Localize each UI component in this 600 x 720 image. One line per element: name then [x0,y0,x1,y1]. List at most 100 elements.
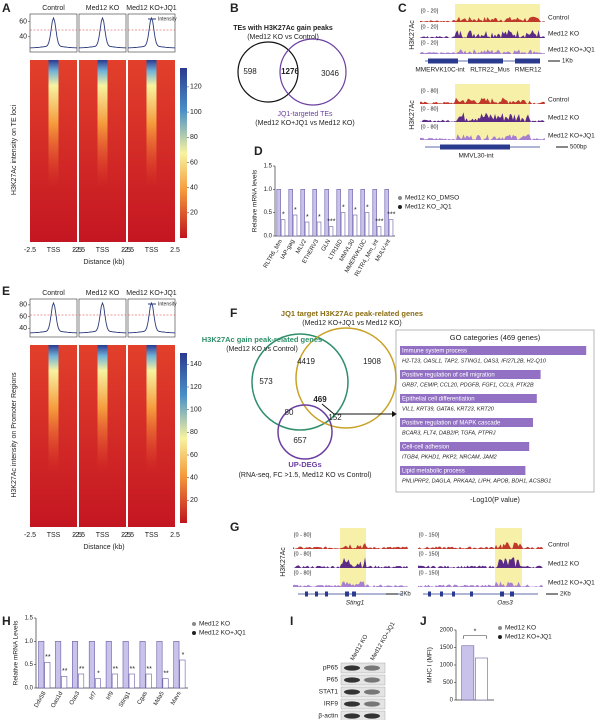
gene-block [352,591,356,597]
y-axis-label: Relative mRNA Levels [13,620,20,685]
colorbar-label: 120 [190,384,202,391]
profile-curve [29,16,78,49]
panel-label: J [420,614,427,628]
venn-subtitle: (Med12 KO vs Control) [247,34,319,41]
go-category: Positive regulation of MAPK cascade [402,421,501,427]
legend-text: Med12 KO [505,625,536,632]
bar [145,673,152,689]
go-genes: BCAR3, FLT4, DAB2IP, TGFA, PTPRJ [402,430,496,436]
bar [44,662,51,689]
panel-label: C [398,1,407,15]
y-tick-label: 1.5 [264,164,273,170]
column-header: Med12 KO+JQ1 [126,5,176,12]
gene-label: RMER12 [515,67,542,74]
signal-track [420,29,545,38]
go-box [395,329,595,493]
go-bar [400,418,533,427]
y-axis-label: H3K27Ac intensity on Promoter Regions [11,372,18,498]
blot-band [364,665,380,671]
y-tick-label: 0.5 [25,662,34,668]
legend-text: Med12 KO_JQ1 [405,204,452,211]
blot-band [364,701,380,707]
track-range: [0 - 80] [421,88,439,94]
x-axis-label: Distance (kb) [83,544,124,551]
significance: ** [113,666,119,673]
bar [162,678,169,689]
x-tick-label: -2.5 [24,247,36,254]
venn-title: H3K27Ac gain peak-related genes [202,335,322,344]
y-tick-label: 2000 [440,628,454,634]
bar [372,189,377,237]
heatmap-streak [146,345,157,527]
y-tick-label: 1.5 [25,616,34,622]
blot-band [364,677,380,683]
blot-strip [340,662,386,674]
bar [388,219,394,237]
bar [280,219,286,237]
legend-marker [192,631,196,635]
heatmap-streak [97,345,108,527]
track-ylabel: H3K27Ac [280,547,287,577]
go-genes: PNLIPRP2, DAGLA, PRKAA2, LIPH, APOB, BDH… [402,478,551,484]
venn-count: 3046 [321,69,339,78]
legend-marker [498,635,502,639]
panel-label: E [2,284,10,298]
panel-label: I [290,614,293,628]
bar [360,189,365,237]
signal-track [420,16,545,22]
signal-track [420,97,545,104]
scale-label: 1Kb [562,59,573,65]
profile-box [78,298,127,338]
venn-count: 1276 [281,67,299,76]
venn-count: 4419 [297,357,315,366]
significance: ** [45,654,51,661]
profile-curve [78,301,127,334]
gene-block [428,591,431,597]
track-range: [0 - 150] [419,570,440,576]
sig-bracket [463,635,487,639]
colorbar-label: 20 [190,210,198,217]
bar [179,659,186,689]
gene-label: MMVL30-int [458,153,493,160]
x-tick-label: Irf7 [89,690,99,701]
highlight [340,528,366,587]
track-range: [0 - 20] [421,40,439,46]
sample-label: Med12 KO [548,561,579,568]
profile-box [127,13,176,53]
track-range: [0 - 80] [294,532,312,538]
track-range: [0 - 150] [419,532,440,538]
bar [156,641,163,689]
colorbar-label: 80 [190,134,198,141]
go-bar [400,370,541,379]
y-tick-label: 1000 [440,663,454,669]
signal-track [293,581,408,587]
blot-strip [340,674,386,686]
sample-label: Control [548,542,570,549]
legend-text: Intensity [158,301,177,307]
significance: ** [163,671,169,678]
blot-band [344,665,360,671]
bar [304,221,310,237]
bar [94,678,101,689]
venn-label: JQ1-targeted TEs [277,111,333,118]
x-tick-label: 2.5 [121,532,131,539]
venn-set [277,404,333,460]
x-tick-label: TSS [47,532,61,539]
y-tick-label: 1.0 [25,639,34,645]
x-tick-label: Oas1d [50,691,64,709]
gene-label: Oas3 [497,600,513,607]
significance: * [97,671,100,678]
sample-label: Control [548,15,570,22]
venn-set [279,38,347,106]
gene-block [345,591,349,597]
track-range: [0 - 80] [294,551,312,557]
go-bar [400,394,537,403]
go-genes: ITGB4, PKHD1, PKP2, NRCAM, JAM2 [402,454,497,460]
track-ylabel: H3K27Ac [409,20,416,50]
x-axis-label: Distance (kb) [83,259,124,266]
highlight [455,84,530,140]
legend-marker [498,626,502,630]
bar [461,645,475,701]
y-tick-label: 0 [450,698,454,704]
column-header: Med12 KO [86,5,120,12]
